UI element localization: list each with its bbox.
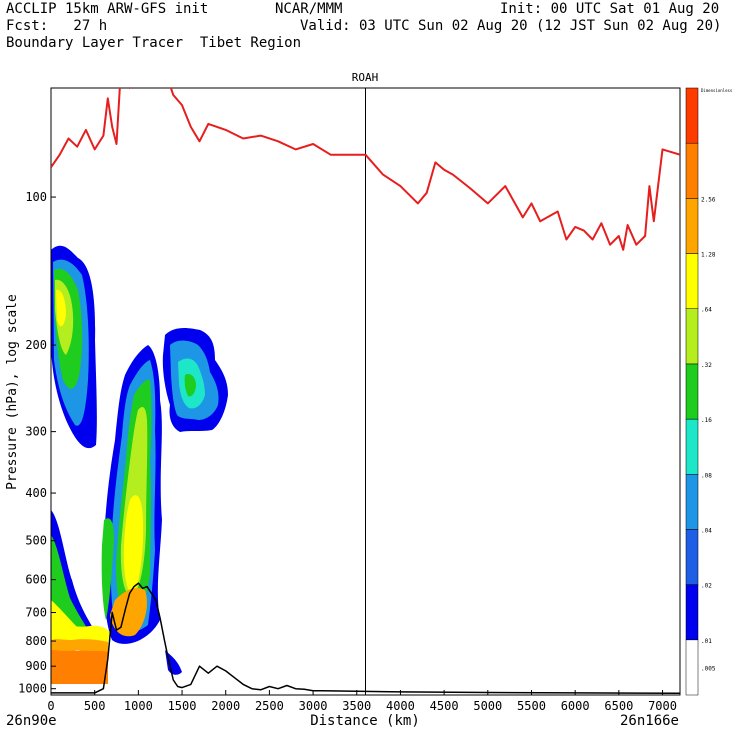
terrain-line bbox=[51, 582, 680, 695]
y-axis-label: Pressure (hPa), log scale bbox=[5, 294, 20, 490]
x-tick-label: 5000 bbox=[473, 699, 502, 713]
colorbar-level-label: .01 bbox=[701, 638, 712, 645]
x-start-label: 26n90e bbox=[6, 713, 57, 729]
colorbar-level-label: .02 bbox=[701, 583, 712, 590]
colorbar-swatch bbox=[685, 87, 699, 144]
colorbar-level-label: 2.56 bbox=[701, 196, 716, 203]
x-tick-label: 3500 bbox=[342, 699, 371, 713]
colorbar-swatch bbox=[685, 529, 699, 585]
colorbar-level-label: .04 bbox=[701, 527, 712, 534]
header-org: NCAR/MMM bbox=[275, 1, 343, 17]
colorbar-swatch bbox=[685, 308, 699, 365]
colorbar-level-label: .08 bbox=[701, 472, 712, 479]
x-tick-label: 6000 bbox=[561, 699, 590, 713]
colorbar: .005 .01 .02 .04 .08 .16 .32 .64 1.28 2.56 Dimensi… bbox=[685, 87, 733, 696]
chart-title: ROAH bbox=[352, 71, 379, 84]
header-init: Init: 00 UTC Sat 01 Aug 20 bbox=[500, 1, 720, 17]
header-fcst: Fcst: 27 h bbox=[6, 18, 108, 34]
y-tick-label: 500 bbox=[25, 534, 47, 548]
y-tick-label: 1000 bbox=[18, 682, 47, 696]
colorbar-swatch bbox=[685, 639, 699, 696]
colorbar-swatch bbox=[685, 418, 699, 475]
tracer-shading bbox=[51, 245, 228, 684]
colorbar-swatch bbox=[685, 198, 699, 254]
colorbar-swatch bbox=[685, 584, 699, 641]
colorbar-level-label: .32 bbox=[701, 362, 712, 369]
colorbar-swatch bbox=[685, 142, 699, 199]
colorbar-level-label: 1.28 bbox=[701, 252, 716, 259]
colorbar-title: Dimensionless bbox=[701, 88, 733, 93]
x-tick-label: 2000 bbox=[211, 699, 240, 713]
x-tick-label: 6500 bbox=[604, 699, 633, 713]
y-tick-label: 400 bbox=[25, 486, 47, 500]
tropopause-line bbox=[51, 88, 680, 251]
x-tick-label: 3000 bbox=[299, 699, 328, 713]
x-tick-label: 500 bbox=[84, 699, 106, 713]
header-model: ACCLIP 15km ARW-GFS init bbox=[6, 1, 209, 17]
colorbar-level-label: .64 bbox=[701, 307, 712, 314]
y-tick-label: 300 bbox=[25, 425, 47, 439]
x-axis-label: Distance (km) bbox=[310, 713, 420, 729]
colorbar-swatch bbox=[685, 474, 699, 530]
x-tick-label: 4000 bbox=[386, 699, 415, 713]
x-tick-label: 0 bbox=[47, 699, 54, 713]
x-tick-label: 1500 bbox=[168, 699, 197, 713]
header-valid: Valid: 03 UTC Sun 02 Aug 20 (12 JST Sun … bbox=[300, 18, 722, 34]
y-tick-label: 600 bbox=[25, 573, 47, 587]
colorbar-swatch bbox=[685, 253, 699, 309]
colorbar-swatch bbox=[685, 363, 699, 420]
x-end-label: 26n166e bbox=[620, 713, 679, 729]
x-tick-label: 1000 bbox=[124, 699, 153, 713]
y-tick-label: 900 bbox=[25, 659, 47, 673]
header-product: Boundary Layer Tracer Tibet Region bbox=[6, 35, 302, 51]
colorbar-level-label: .005 bbox=[701, 665, 716, 672]
y-tick-label: 100 bbox=[25, 190, 47, 204]
colorbar-level-label: .16 bbox=[701, 417, 712, 424]
y-tick-label: 800 bbox=[25, 634, 47, 648]
x-tick-label: 4500 bbox=[430, 699, 459, 713]
x-tick-label: 7000 bbox=[648, 699, 677, 713]
y-tick-label: 200 bbox=[25, 338, 47, 352]
y-tick-label: 700 bbox=[25, 606, 47, 620]
x-tick-label: 5500 bbox=[517, 699, 546, 713]
x-tick-label: 2500 bbox=[255, 699, 284, 713]
